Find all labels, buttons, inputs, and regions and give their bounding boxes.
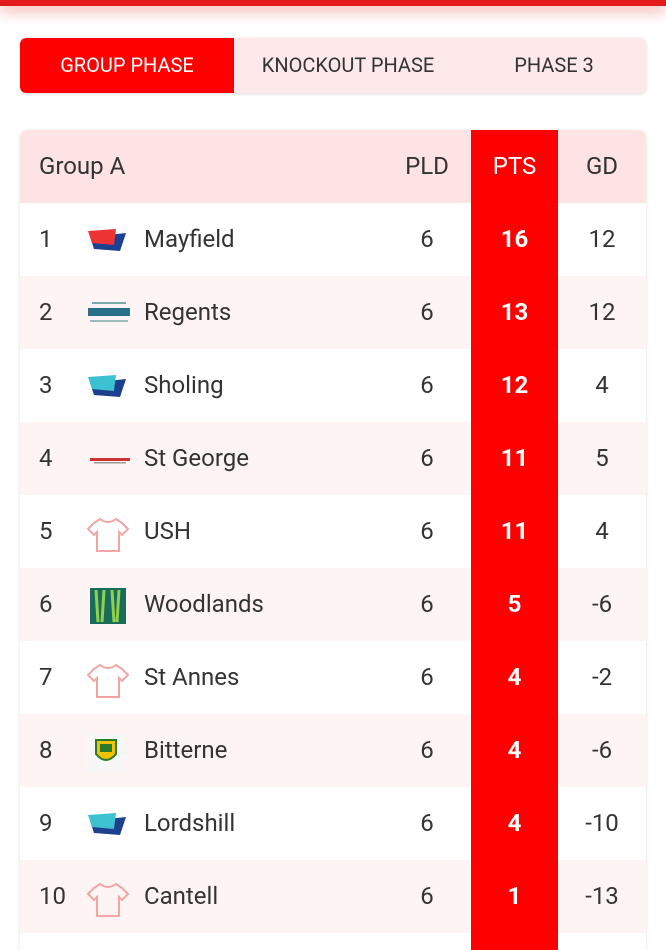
played: 6 <box>420 444 434 472</box>
team-logo <box>86 517 130 552</box>
goal-difference: 4 <box>595 371 609 399</box>
table-row[interactable]: 10 Cantell 6 1 -13 <box>20 860 646 933</box>
team-logo <box>90 588 126 624</box>
goal-difference: -10 <box>585 809 619 837</box>
points: 12 <box>471 349 558 422</box>
team-name: St George <box>144 444 249 472</box>
standings-table: Group A PLD PTS GD 1 Mayfield 6 16 12 2 Regent… <box>20 130 646 950</box>
goal-difference: -6 <box>591 736 613 764</box>
team-name: Mayfield <box>144 225 235 253</box>
group-title: Group A <box>39 152 126 180</box>
table-row[interactable]: 1 Mayfield 6 16 12 <box>20 203 646 276</box>
goal-difference: 4 <box>595 517 609 545</box>
rank: 1 <box>39 225 53 253</box>
column-header: GD <box>585 152 619 180</box>
played: 6 <box>420 809 434 837</box>
rank: 5 <box>39 517 53 545</box>
table-row[interactable]: 9 Lordshill 6 4 -10 <box>20 787 646 860</box>
points: 5 <box>471 568 558 641</box>
goal-difference: 12 <box>588 225 616 253</box>
points: 16 <box>471 203 558 276</box>
tab[interactable]: GROUP PHASE <box>20 38 234 93</box>
played: 6 <box>420 736 434 764</box>
played: 6 <box>420 663 434 691</box>
table-row[interactable]: 8 Bitterne 6 4 -6 <box>20 714 646 787</box>
header-row: Group A PLD PTS GD <box>20 130 646 203</box>
team-name: Woodlands <box>144 590 264 618</box>
rank: 2 <box>39 298 53 326</box>
points: 1 <box>471 860 558 933</box>
goal-difference: 5 <box>595 444 609 472</box>
team-name: St Annes <box>144 663 240 691</box>
tab[interactable]: PHASE 3 <box>514 53 594 77</box>
goal-difference: -2 <box>591 663 613 691</box>
team-logo <box>90 458 130 464</box>
team-name: Regents <box>144 298 232 326</box>
points: 4 <box>471 641 558 714</box>
rank: 9 <box>39 809 53 837</box>
column-header: PLD <box>405 152 449 180</box>
team-name: Cantell <box>144 882 219 910</box>
played: 6 <box>420 225 434 253</box>
team-logo <box>88 813 126 835</box>
column-header: PTS <box>471 130 558 203</box>
played: 6 <box>420 517 434 545</box>
rank: 7 <box>39 663 53 691</box>
team-logo <box>86 663 130 698</box>
rank: 4 <box>39 444 53 472</box>
played: 6 <box>420 371 434 399</box>
points: 4 <box>471 714 558 787</box>
tab[interactable]: KNOCKOUT PHASE <box>261 53 435 77</box>
team-name: Bitterne <box>144 736 228 764</box>
team-logo <box>88 375 126 397</box>
rank: 10 <box>39 882 66 910</box>
team-logo <box>88 229 126 251</box>
goal-difference: -6 <box>591 590 613 618</box>
played: 6 <box>420 590 434 618</box>
table-row[interactable]: 5 USH 6 11 4 <box>20 495 646 568</box>
team-name: Sholing <box>144 371 224 399</box>
top-bar <box>0 0 666 6</box>
team-logo <box>86 882 130 917</box>
rank: 3 <box>39 371 53 399</box>
table-row[interactable]: 3 Sholing 6 12 4 <box>20 349 646 422</box>
team-name: USH <box>144 517 191 545</box>
goal-difference: -13 <box>585 882 619 910</box>
goal-difference: 12 <box>588 298 616 326</box>
played: 6 <box>420 298 434 326</box>
table-row[interactable]: 4 St George 6 11 5 <box>20 422 646 495</box>
table-row[interactable]: 2 Regents 6 13 12 <box>20 276 646 349</box>
team-logo <box>86 734 126 772</box>
team-logo <box>88 302 130 322</box>
rank: 8 <box>39 736 53 764</box>
points: 13 <box>471 276 558 349</box>
table-row[interactable]: 7 St Annes 6 4 -2 <box>20 641 646 714</box>
rank: 6 <box>39 590 53 618</box>
points: 4 <box>471 787 558 860</box>
tab-bar: GROUP PHASE KNOCKOUT PHASE PHASE 3 <box>20 38 646 93</box>
table-row[interactable]: 6 Woodlands 6 5 -6 <box>20 568 646 641</box>
points: 11 <box>471 495 558 568</box>
points: 11 <box>471 422 558 495</box>
team-name: Lordshill <box>144 809 236 837</box>
played: 6 <box>420 882 434 910</box>
